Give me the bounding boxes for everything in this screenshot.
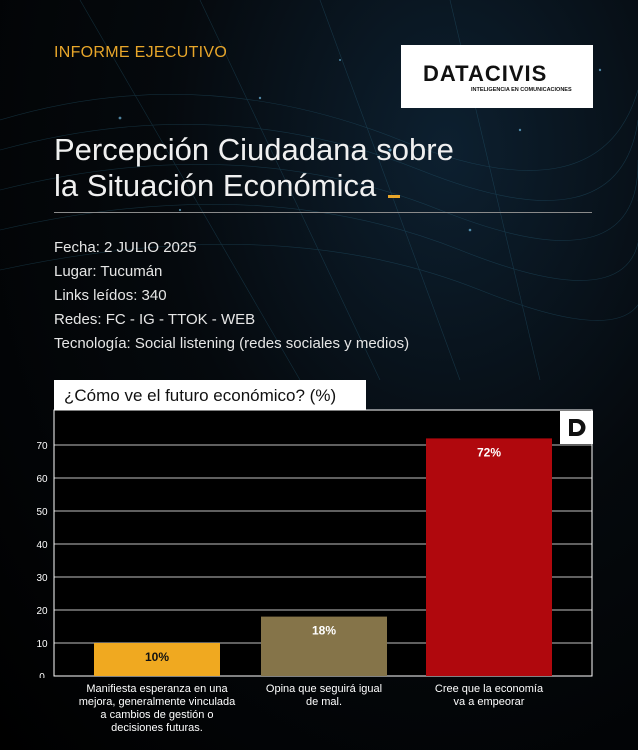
title-line-2: la Situación Económica xyxy=(54,168,377,203)
y-tick-label: 20 xyxy=(36,606,48,617)
bar-value-label: 10% xyxy=(145,650,169,664)
meta-tecnologia: Tecnología: Social listening (redes soci… xyxy=(54,335,410,352)
report-kicker: INFORME EJECUTIVO xyxy=(54,44,228,61)
bar-chart: 0 10 20 30 40 50 60 70 10% 18% 72% xyxy=(36,409,593,678)
x-category-label: Cree que la economía va a empeorar xyxy=(434,683,544,708)
bar xyxy=(261,616,387,676)
y-tick-label: 0 xyxy=(39,672,45,678)
y-tick-label: 10 xyxy=(36,639,48,650)
x-category-label: Manifiesta esperanza en una mejora, gene… xyxy=(78,683,236,734)
y-tick-label: 70 xyxy=(36,441,48,452)
x-category-label: Opina que seguirá igual de mal. xyxy=(265,683,383,708)
bar-value-label: 18% xyxy=(312,624,336,638)
meta-lugar: Lugar: Tucumán xyxy=(54,263,163,280)
title-line-1: Percepción Ciudadana sobre xyxy=(54,132,454,167)
title-divider xyxy=(54,212,592,213)
meta-fecha: Fecha: 2 JULIO 2025 xyxy=(54,239,197,256)
network-background xyxy=(0,0,638,380)
report-meta: Fecha: 2 JULIO 2025 Lugar: Tucumán Links… xyxy=(54,236,409,356)
meta-links: Links leídos: 340 xyxy=(54,287,167,304)
logo-wordmark: DATACIVIS xyxy=(423,61,548,86)
d-logo-icon xyxy=(560,411,593,444)
bar-value-label: 72% xyxy=(477,445,501,459)
datacivis-logo: DATACIVIS INTELIGENCIA EN COMUNICACIONES xyxy=(401,45,593,108)
meta-redes: Redes: FC - IG - TTOK - WEB xyxy=(54,311,256,328)
y-tick-label: 40 xyxy=(36,540,48,551)
bar xyxy=(94,643,220,676)
chart-title: ¿Cómo ve el futuro económico? (%) xyxy=(54,380,366,411)
y-tick-label: 60 xyxy=(36,474,48,485)
title-accent-mark xyxy=(388,195,401,198)
page-title: Percepción Ciudadana sobre la Situación … xyxy=(54,132,454,204)
logo-tagline: INTELIGENCIA EN COMUNICACIONES xyxy=(471,87,572,93)
bar xyxy=(426,438,552,676)
y-tick-label: 50 xyxy=(36,507,48,518)
y-tick-label: 30 xyxy=(36,573,48,584)
